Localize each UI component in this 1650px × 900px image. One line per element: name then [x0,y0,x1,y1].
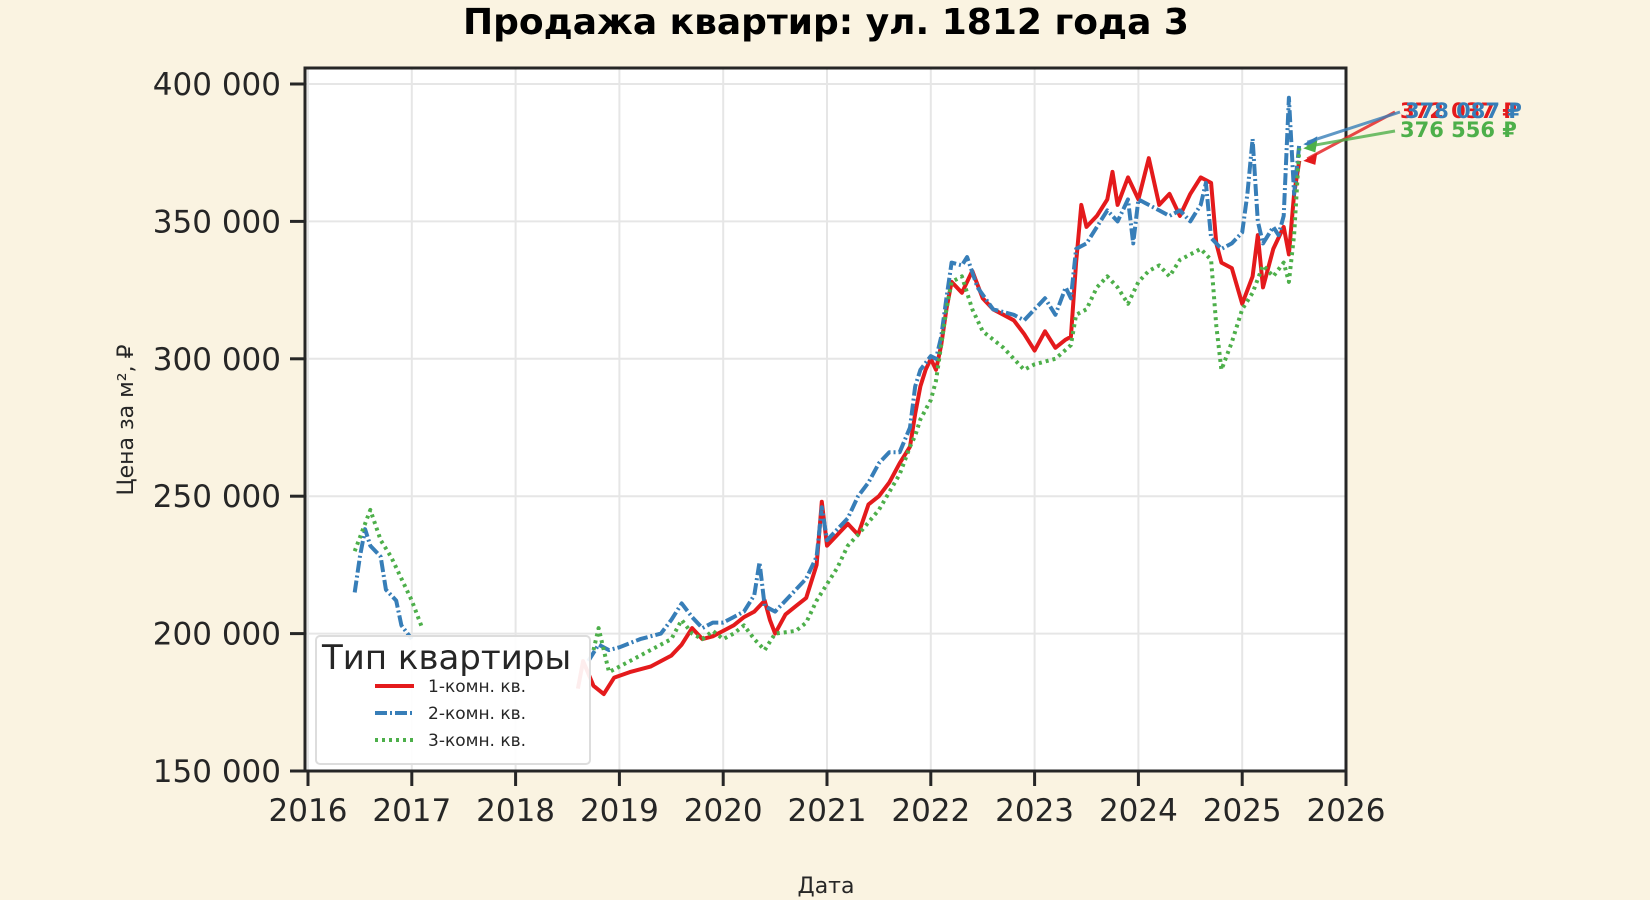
x-tick-label: 2016 [269,793,348,829]
end-value-label: 372 037 ₽ [1400,99,1517,123]
x-tick-label: 2025 [1203,793,1282,829]
x-axis-label: Дата [798,874,855,899]
y-tick-label: 200 000 [153,617,281,653]
x-tick-label: 2018 [476,793,555,829]
y-axis-label: Цена за м², ₽ [114,344,139,495]
x-tick-label: 2017 [372,793,451,829]
legend-title: Тип квартиры [321,638,571,678]
legend-item-label: 3-комн. кв. [428,731,526,751]
series-line [586,95,1302,663]
x-tick-label: 2021 [788,793,867,829]
chart-title: Продажа квартир: ул. 1812 года 3 [463,2,1189,43]
x-tick-label: 2023 [995,793,1074,829]
y-tick-label: 250 000 [153,479,281,515]
legend-item-label: 1-комн. кв. [428,677,526,697]
series-line [352,527,414,641]
x-tick-label: 2019 [580,793,659,829]
x-axis: 2016 2017 2018 2019 2020 2021 2022 2023 2024 2025… [269,771,1386,829]
y-tick-label: 300 000 [153,342,281,378]
x-tick-label: 2020 [684,793,763,829]
y-axis: 150 000 200 000 250 000 300 000 350 000 400 0… [153,67,305,790]
end-value-label: 378 087 ₽ [1405,99,1522,123]
y-tick-label: 150 000 [153,754,281,790]
legend: Тип квартиры 1-комн. кв. 2-комн. кв. 3-ком… [315,635,591,765]
y-tick-label: 350 000 [153,204,281,240]
series-line [575,156,1302,697]
end-labels: 372 037 ₽378 087 ₽376 556 ₽ [1303,99,1522,165]
x-tick-label: 2026 [1307,793,1386,829]
series-lines [352,95,1302,697]
end-value-label: 376 556 ₽ [1400,118,1517,142]
y-tick-label: 400 000 [153,67,281,103]
series-line [591,148,1302,675]
series-line [352,507,425,629]
legend-item-label: 2-комн. кв. [428,704,526,724]
x-tick-label: 2022 [891,793,970,829]
x-tick-label: 2024 [1099,793,1178,829]
